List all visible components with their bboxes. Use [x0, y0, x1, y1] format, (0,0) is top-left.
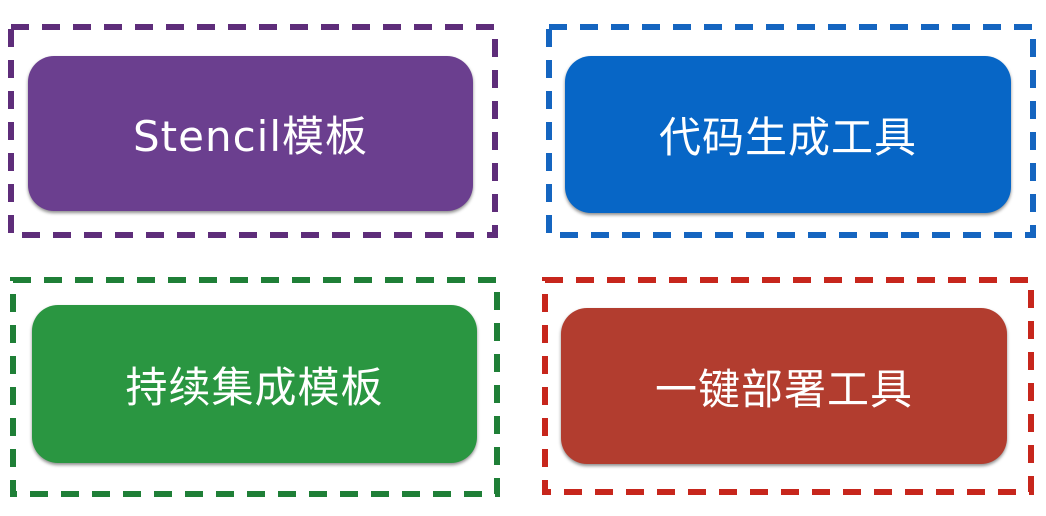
stencil-template-box: Stencil模板	[28, 56, 473, 211]
stencil-template-label: Stencil模板	[132, 112, 369, 161]
stencil-template-group: Stencil模板	[8, 24, 498, 238]
one-click-deploy-tool-box: 一键部署工具	[561, 308, 1007, 464]
code-generation-tool-dashed-frame	[546, 24, 1036, 238]
continuous-integration-template-label: 持续集成模板	[125, 362, 384, 412]
code-generation-tool-group: 代码生成工具	[546, 24, 1036, 238]
continuous-integration-template-group: 持续集成模板	[10, 277, 500, 497]
one-click-deploy-tool-dashed-frame	[542, 277, 1034, 495]
stencil-template-dashed-frame	[8, 24, 498, 238]
code-generation-tool-label: 代码生成工具	[658, 113, 917, 162]
one-click-deploy-tool-group: 一键部署工具	[542, 277, 1034, 495]
code-generation-tool-box: 代码生成工具	[565, 56, 1011, 213]
continuous-integration-template-box: 持续集成模板	[32, 305, 477, 463]
continuous-integration-template-dashed-frame	[10, 277, 500, 497]
one-click-deploy-tool-label: 一键部署工具	[654, 364, 913, 414]
